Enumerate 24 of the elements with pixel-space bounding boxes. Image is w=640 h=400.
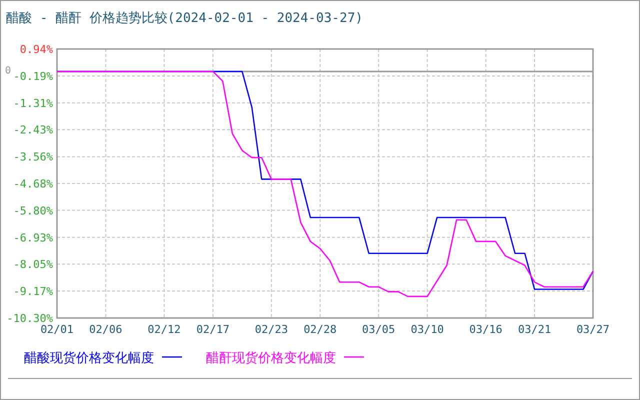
x-tick-label: 02/01 xyxy=(40,323,74,336)
y-tick-label: -9.17% xyxy=(13,284,54,298)
y-tick-label: -3.56% xyxy=(13,150,54,164)
y-tick-label: -6.93% xyxy=(13,231,54,244)
x-tick-label: 02/12 xyxy=(148,323,181,336)
x-tick-label: 02/06 xyxy=(89,323,122,336)
y-tick-label: -1.31% xyxy=(13,96,54,110)
title: 醋酸 - 醋酐 价格趋势比较(2024-02-01 - 2024-03-27) xyxy=(6,11,363,26)
x-tick-label: 03/27 xyxy=(576,323,610,336)
y-tick-label: -2.43% xyxy=(13,124,54,137)
x-tick-label: 02/23 xyxy=(254,323,288,336)
y-tick-label: -5.80% xyxy=(13,204,54,218)
y-tick-label: -4.68% xyxy=(13,178,54,190)
y-tick-label: 0.94% xyxy=(20,43,54,56)
x-tick-label: 02/28 xyxy=(304,323,337,336)
y-tick-label: -8.05% xyxy=(13,258,54,272)
y-tick-label: -0.19% xyxy=(13,70,54,84)
y-tick-label: -10.30% xyxy=(6,312,54,325)
x-tick-label: 03/21 xyxy=(518,323,552,336)
x-tick-label: 03/10 xyxy=(410,323,444,336)
x-tick-label: 02/17 xyxy=(196,323,230,336)
x-tick-label: 03/05 xyxy=(362,323,396,336)
ref-line-label: 0 xyxy=(5,65,12,76)
x-tick-label: 03/16 xyxy=(469,323,502,336)
